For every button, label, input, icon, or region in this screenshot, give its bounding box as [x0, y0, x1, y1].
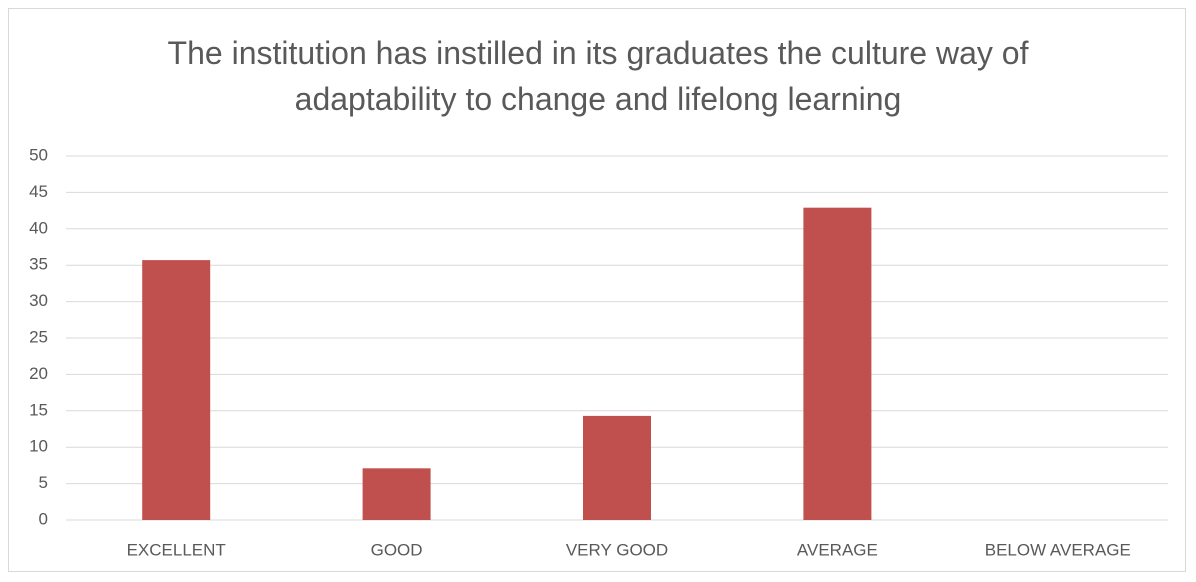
y-tick-label: 50	[29, 145, 48, 164]
x-tick-label: GOOD	[371, 540, 423, 559]
y-tick-label: 20	[29, 364, 48, 383]
y-tick-label: 30	[29, 291, 48, 310]
y-tick-label: 10	[29, 437, 48, 456]
y-tick-label: 5	[39, 473, 48, 492]
y-tick-label: 15	[29, 400, 48, 419]
bar	[803, 207, 872, 521]
y-tick-label: 45	[29, 182, 48, 201]
chart-frame	[8, 8, 1186, 572]
chart-title: The institution has instilled in its gra…	[167, 35, 1029, 117]
bar	[362, 468, 431, 520]
y-tick-label: 0	[39, 509, 48, 528]
y-tick-label: 25	[29, 327, 48, 346]
y-tick-label: 40	[29, 218, 48, 237]
bar	[583, 415, 651, 520]
bar	[142, 260, 211, 520]
x-tick-label: BELOW AVERAGE	[985, 540, 1131, 559]
y-tick-label: 35	[29, 255, 48, 274]
x-tick-label: VERY GOOD	[566, 540, 668, 559]
x-tick-label: AVERAGE	[797, 540, 878, 559]
x-tick-label: EXCELLENT	[127, 540, 226, 559]
